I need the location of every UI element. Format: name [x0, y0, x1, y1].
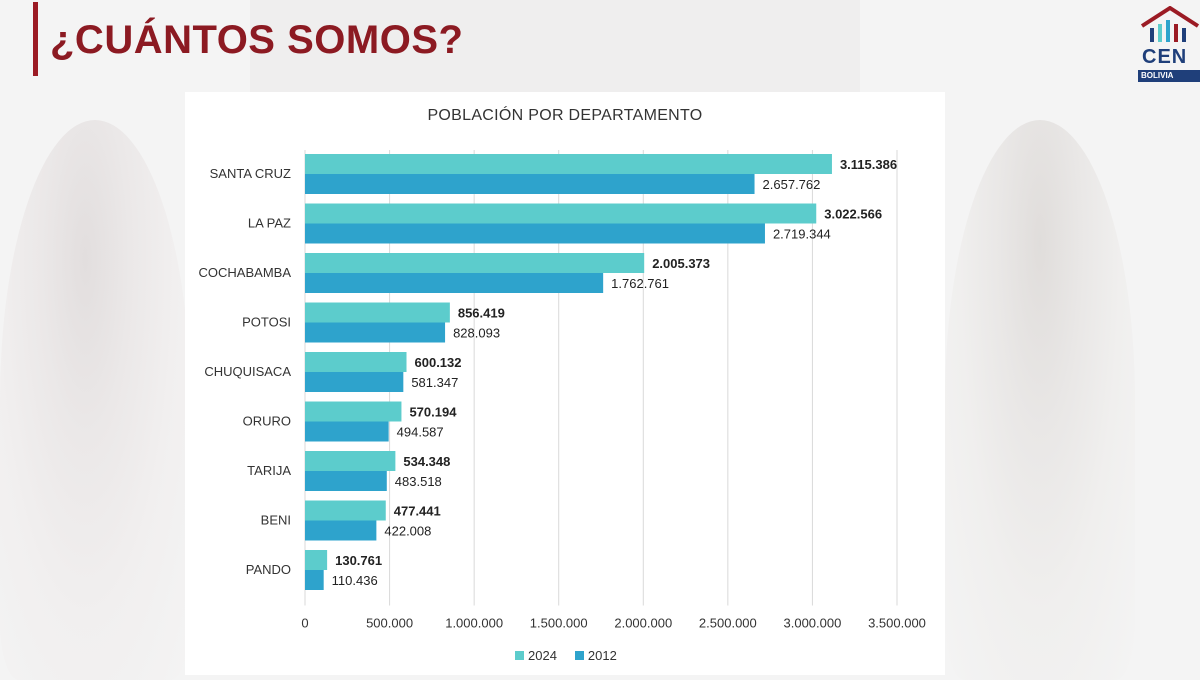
- category-label: CHUQUISACA: [204, 364, 291, 379]
- bar-2024: [305, 253, 645, 273]
- background-figure-left: [0, 120, 190, 680]
- bar-2012: [305, 471, 387, 491]
- data-label-2024: 534.348: [403, 454, 450, 469]
- x-tick-label: 1.500.000: [530, 616, 588, 631]
- data-label-2024: 130.761: [335, 553, 382, 568]
- data-label-2012: 422.008: [384, 524, 431, 539]
- bar-2012: [305, 273, 604, 293]
- legend-item-2012: 2012: [574, 648, 617, 663]
- category-label: BENI: [261, 513, 291, 528]
- bar-2012: [305, 421, 389, 442]
- census-logo: CEN BOLIVIA: [1136, 4, 1200, 82]
- category-label: PANDO: [246, 562, 291, 577]
- bar-2012: [305, 174, 755, 194]
- data-label-2024: 600.132: [415, 355, 462, 370]
- data-label-2012: 828.093: [453, 326, 500, 341]
- bar-2012: [305, 372, 404, 392]
- data-label-2012: 581.347: [411, 375, 458, 390]
- category-label: LA PAZ: [248, 216, 291, 231]
- legend-label-2024: 2024: [528, 648, 557, 663]
- x-tick-label: 2.000.000: [614, 616, 672, 631]
- x-tick-label: 3.000.000: [784, 616, 842, 631]
- house-bars-icon: [1140, 6, 1200, 42]
- x-tick-label: 500.000: [366, 616, 413, 631]
- bar-2024: [305, 500, 386, 521]
- data-label-2024: 856.419: [458, 306, 505, 321]
- legend-label-2012: 2012: [587, 648, 617, 663]
- data-label-2024: 2.005.373: [652, 256, 710, 271]
- x-tick-label: 2.500.000: [699, 616, 757, 631]
- bar-2024: [305, 451, 396, 471]
- data-label-2012: 110.436: [332, 573, 378, 588]
- bar-2012: [305, 223, 765, 244]
- category-label: POTOSI: [242, 315, 291, 330]
- chart-panel: POBLACIÓN POR DEPARTAMENTO 0 500.000 1.000…: [185, 92, 945, 675]
- category-label: TARIJA: [247, 463, 291, 478]
- page-title: ¿CUÁNTOS SOMOS?: [50, 18, 464, 62]
- background-figure-right: [945, 120, 1135, 680]
- data-label-2012: 494.587: [397, 425, 444, 440]
- x-tick-label: 3.500.000: [868, 616, 926, 631]
- bar-2024: [305, 302, 450, 323]
- bar-2012: [305, 520, 377, 541]
- logo-text: CEN: [1142, 46, 1188, 68]
- category-label: ORURO: [243, 414, 291, 429]
- chart-legend: 2024 2012: [515, 648, 617, 663]
- title-accent-bar: [33, 2, 38, 76]
- data-label-2024: 570.194: [409, 405, 457, 420]
- legend-swatch-2024: [515, 651, 524, 660]
- logo-subtext: BOLIVIA: [1138, 70, 1200, 82]
- data-label-2012: 483.518: [395, 474, 442, 489]
- legend-swatch-2012: [574, 651, 584, 660]
- bar-2024: [305, 154, 832, 174]
- x-tick-label: 1.000.000: [445, 616, 503, 631]
- data-label-2024: 477.441: [394, 504, 441, 519]
- bar-2012: [305, 322, 446, 343]
- bar-chart: 0 500.000 1.000.000 1.500.000 2.000.000 2.500…: [199, 150, 926, 631]
- bar-2012: [305, 570, 324, 590]
- data-label-2024: 3.022.566: [824, 207, 882, 222]
- bar-2024: [305, 203, 817, 224]
- data-label-2024: 3.115.386: [840, 157, 897, 172]
- data-label-2012: 1.762.761: [611, 276, 669, 291]
- bar-2024: [305, 352, 407, 372]
- category-label: COCHABAMBA: [199, 265, 292, 280]
- legend-item-2024: 2024: [515, 648, 557, 663]
- category-label: SANTA CRUZ: [210, 166, 291, 181]
- data-label-2012: 2.719.344: [773, 227, 831, 242]
- x-tick-label: 0: [301, 616, 308, 631]
- data-label-2012: 2.657.762: [763, 177, 821, 192]
- chart-title: POBLACIÓN POR DEPARTAMENTO: [427, 107, 703, 124]
- bar-2024: [305, 401, 402, 422]
- background-banner: [250, 0, 860, 92]
- bar-2024: [305, 550, 328, 570]
